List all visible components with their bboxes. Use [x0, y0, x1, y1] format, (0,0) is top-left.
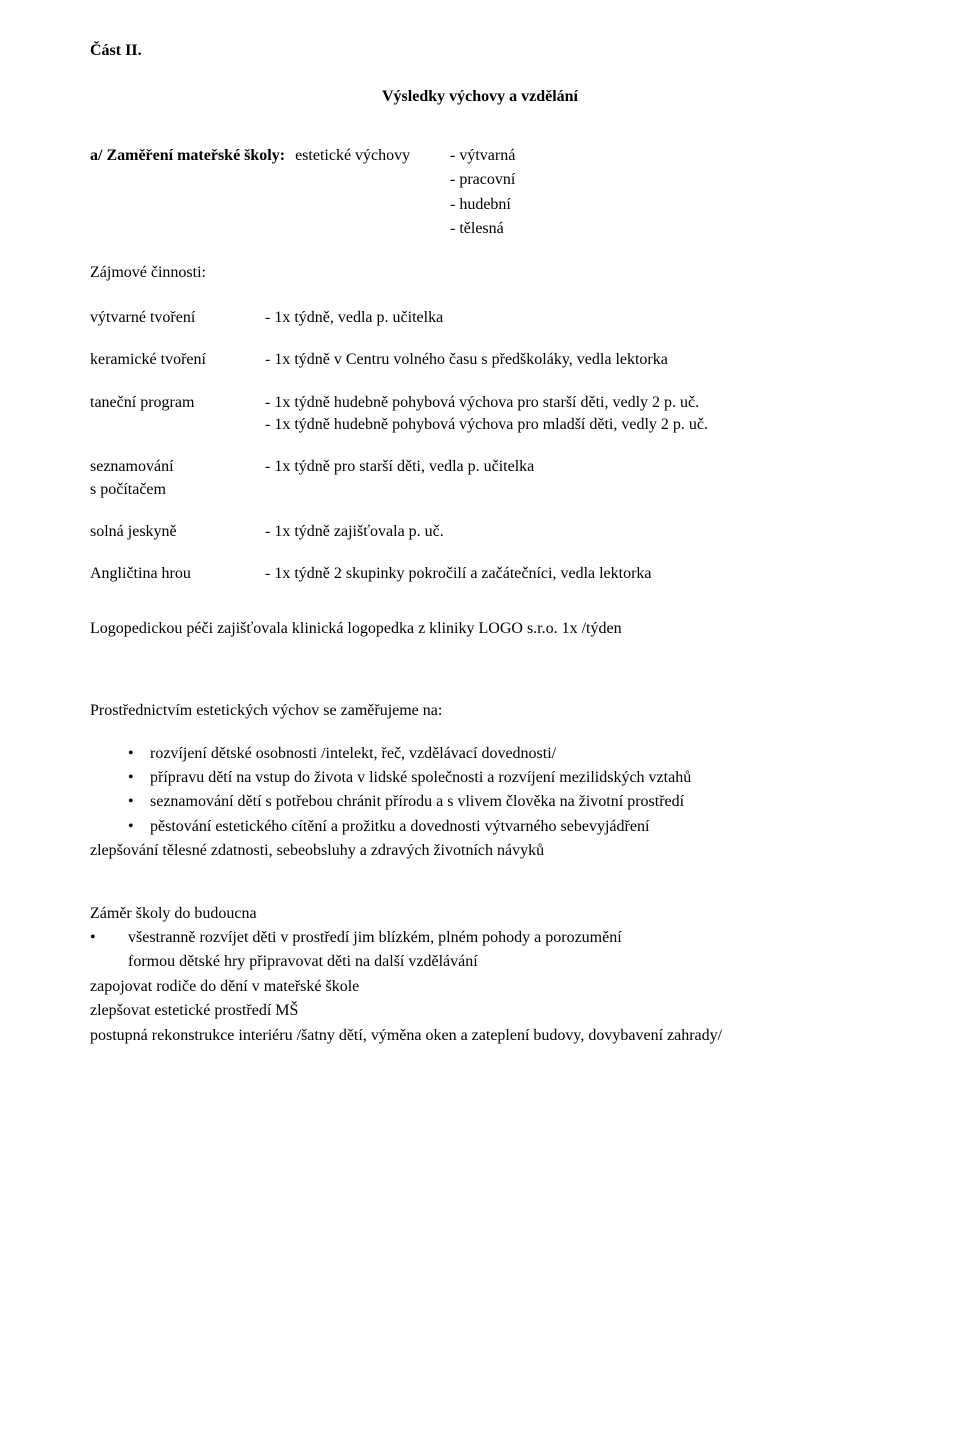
focus-trailing-line: zlepšování tělesné zdatnosti, sebeobsluh…	[90, 840, 870, 862]
focus-label: a/ Zaměření mateřské školy: estetické vý…	[90, 145, 450, 167]
activity-desc-line: - 1x týdně hudebně pohybová výchova pro …	[265, 414, 870, 436]
activities-list: výtvarné tvoření - 1x týdně, vedla p. uč…	[90, 307, 870, 586]
activity-desc: - 1x týdně hudebně pohybová výchova pro …	[265, 392, 870, 437]
future-line: zlepšovat estetické prostředí MŠ	[90, 1000, 870, 1022]
activity-row: solná jeskyně - 1x týdně zajišťovala p. …	[90, 521, 870, 543]
part-heading: Část II.	[90, 40, 870, 62]
focus-bullet-item: pěstování estetického cítění a prožitku …	[128, 816, 870, 838]
focus-list-block: Prostřednictvím estetických výchov se za…	[90, 700, 870, 862]
main-title: Výsledky výchovy a vzdělání	[90, 86, 870, 108]
activity-desc: - 1x týdně pro starší děti, vedla p. uči…	[265, 456, 870, 478]
activity-name-line: s počítačem	[90, 479, 265, 501]
focus-item: - výtvarná	[450, 145, 870, 167]
future-line: zapojovat rodiče do dění v mateřské škol…	[90, 976, 870, 998]
focus-block: a/ Zaměření mateřské školy: estetické vý…	[90, 145, 870, 241]
focus-label-suffix: estetické výchovy	[295, 147, 410, 164]
future-bullet-item: všestranně rozvíjet děti v prostředí jim…	[90, 927, 870, 949]
focus-bullet-item: přípravu dětí na vstup do života v lidsk…	[128, 767, 870, 789]
activity-desc-line: - 1x týdně hudebně pohybová výchova pro …	[265, 392, 870, 414]
activity-name: taneční program	[90, 392, 265, 414]
focus-bullet-item: rozvíjení dětské osobnosti /intelekt, ře…	[128, 743, 870, 765]
focus-item: - hudební	[450, 194, 870, 216]
activity-name: keramické tvoření	[90, 349, 265, 371]
logo-paragraph: Logopedickou péči zajišťovala klinická l…	[90, 618, 870, 640]
activities-label: Zájmové činnosti:	[90, 262, 870, 284]
focus-item: - pracovní	[450, 169, 870, 191]
activity-name: výtvarné tvoření	[90, 307, 265, 329]
activity-row: seznamování s počítačem - 1x týdně pro s…	[90, 456, 870, 501]
activity-row: taneční program - 1x týdně hudebně pohyb…	[90, 392, 870, 437]
future-line: postupná rekonstrukce interiéru /šatny d…	[90, 1025, 870, 1047]
focus-list-heading: Prostřednictvím estetických výchov se za…	[90, 700, 870, 722]
focus-bullet-list: rozvíjení dětské osobnosti /intelekt, ře…	[90, 743, 870, 839]
activity-name-line: seznamování	[90, 456, 265, 478]
focus-item: - tělesná	[450, 218, 870, 240]
activity-row: výtvarné tvoření - 1x týdně, vedla p. uč…	[90, 307, 870, 329]
activity-desc: - 1x týdně 2 skupinky pokročilí a začáte…	[265, 563, 870, 585]
activity-name: seznamování s počítačem	[90, 456, 265, 501]
activity-desc: - 1x týdně, vedla p. učitelka	[265, 307, 870, 329]
activity-name: Angličtina hrou	[90, 563, 265, 585]
future-block: Záměr školy do budoucna všestranně rozví…	[90, 903, 870, 1047]
activity-desc: - 1x týdně v Centru volného času s předš…	[265, 349, 870, 371]
focus-label-prefix: a/ Zaměření mateřské školy:	[90, 147, 285, 164]
future-heading: Záměr školy do budoucna	[90, 903, 870, 925]
activity-row: Angličtina hrou - 1x týdně 2 skupinky po…	[90, 563, 870, 585]
activity-desc: - 1x týdně zajišťovala p. uč.	[265, 521, 870, 543]
future-line: formou dětské hry připravovat děti na da…	[90, 951, 870, 973]
focus-bullet-item: seznamování dětí s potřebou chránit přír…	[128, 791, 870, 813]
activity-row: keramické tvoření - 1x týdně v Centru vo…	[90, 349, 870, 371]
activity-name: solná jeskyně	[90, 521, 265, 543]
